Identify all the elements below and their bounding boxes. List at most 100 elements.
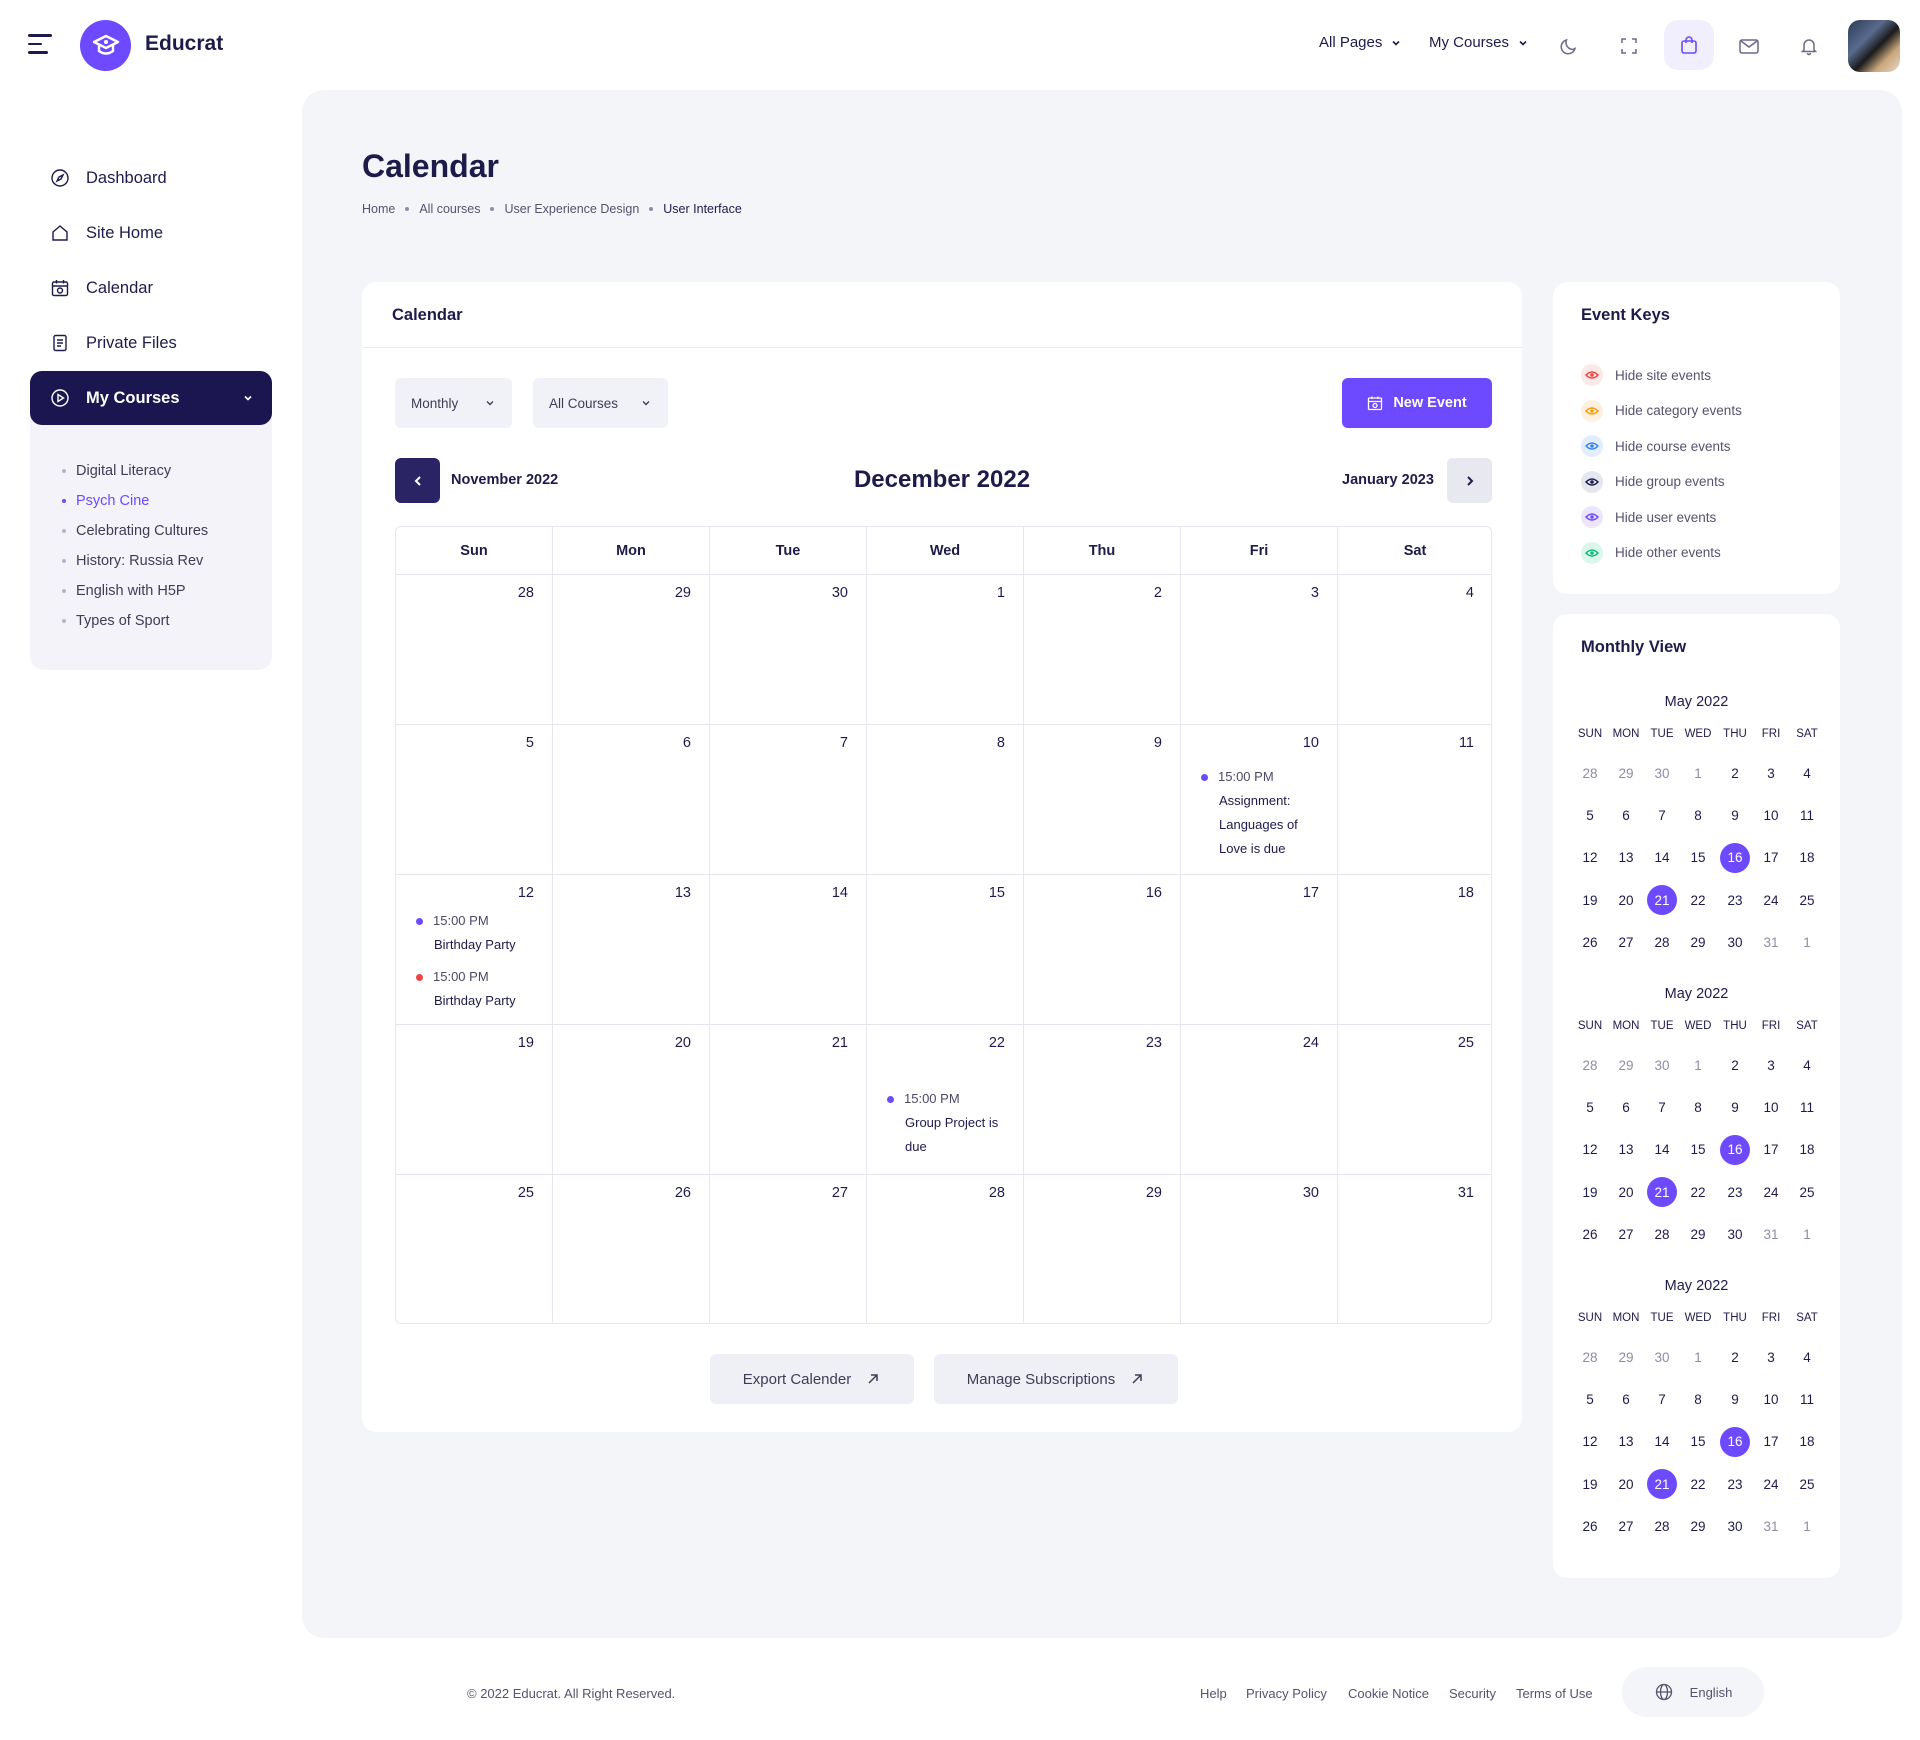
mini-day[interactable]: 1 xyxy=(1803,1519,1811,1535)
event-key-toggle[interactable]: Hide category events xyxy=(1581,399,1742,422)
mini-day[interactable]: 22 xyxy=(1690,1184,1706,1200)
mini-day[interactable]: 10 xyxy=(1763,1391,1779,1407)
day-cell[interactable]: 19 xyxy=(396,1025,553,1175)
mini-day[interactable]: 20 xyxy=(1618,1476,1634,1492)
mini-day[interactable]: 3 xyxy=(1767,765,1775,781)
mini-day[interactable]: 13 xyxy=(1618,1142,1634,1158)
mini-day[interactable]: 5 xyxy=(1586,1391,1594,1407)
day-cell[interactable]: 29 xyxy=(1024,1175,1181,1323)
sidebar-item-site-home[interactable]: Site Home xyxy=(30,206,272,260)
footer-link-help[interactable]: Help xyxy=(1200,1686,1227,1701)
day-cell[interactable]: 22 15:00 PM Group Project is due xyxy=(867,1025,1024,1175)
footer-link-terms[interactable]: Terms of Use xyxy=(1516,1686,1593,1701)
mini-day[interactable]: 8 xyxy=(1694,1391,1702,1407)
mini-day[interactable]: 15 xyxy=(1690,1434,1706,1450)
mini-day[interactable]: 16 xyxy=(1720,1134,1750,1165)
mini-day[interactable]: 29 xyxy=(1618,765,1634,781)
sidebar-course-psych-cine[interactable]: Psych Cine xyxy=(62,493,149,509)
mini-day[interactable]: 28 xyxy=(1582,765,1598,781)
mini-day[interactable]: 14 xyxy=(1654,1142,1670,1158)
day-cell[interactable]: 17 xyxy=(1181,875,1338,1025)
mini-day[interactable]: 17 xyxy=(1763,850,1779,866)
day-cell[interactable]: 12 15:00 PM Birthday Party 15:00 PM Birthday… xyxy=(396,875,553,1025)
mini-day[interactable]: 1 xyxy=(1694,765,1702,781)
mini-day[interactable]: 18 xyxy=(1799,850,1815,866)
mini-day[interactable]: 24 xyxy=(1763,892,1779,908)
language-selector[interactable]: English xyxy=(1622,1667,1764,1717)
day-cell[interactable]: 9 xyxy=(1024,725,1181,875)
day-cell[interactable]: 13 xyxy=(553,875,710,1025)
mini-day[interactable]: 12 xyxy=(1582,1142,1598,1158)
mini-day[interactable]: 31 xyxy=(1763,1519,1779,1535)
mini-day[interactable]: 2 xyxy=(1731,765,1739,781)
mini-day[interactable]: 12 xyxy=(1582,850,1598,866)
mini-day[interactable]: 19 xyxy=(1582,892,1598,908)
sidebar-course-types-of-sport[interactable]: Types of Sport xyxy=(62,613,170,629)
day-cell[interactable]: 23 xyxy=(1024,1025,1181,1175)
event-key-toggle[interactable]: Hide site events xyxy=(1581,364,1711,386)
mini-day[interactable]: 20 xyxy=(1618,1184,1634,1200)
mini-day[interactable]: 19 xyxy=(1582,1476,1598,1492)
mini-day[interactable]: 3 xyxy=(1767,1057,1775,1073)
sidebar-course-english-h5p[interactable]: English with H5P xyxy=(62,583,186,599)
manage-subscriptions-button[interactable]: Manage Subscriptions xyxy=(934,1354,1178,1404)
day-cell[interactable]: 10 15:00 PM Assignment: Languages of Love … xyxy=(1181,725,1338,875)
mini-day[interactable]: 25 xyxy=(1799,892,1815,908)
day-cell[interactable]: 11 xyxy=(1338,725,1491,875)
nav-my-courses[interactable]: My Courses xyxy=(1429,34,1529,51)
mini-day[interactable]: 24 xyxy=(1763,1476,1779,1492)
day-cell[interactable]: 6 xyxy=(553,725,710,875)
next-month-label[interactable]: January 2023 xyxy=(1342,472,1434,488)
mini-day[interactable]: 16 xyxy=(1720,1426,1750,1457)
day-cell[interactable]: 16 xyxy=(1024,875,1181,1025)
mini-day[interactable]: 21 xyxy=(1647,1177,1677,1208)
sidebar-item-private-files[interactable]: Private Files xyxy=(30,316,272,370)
mini-day[interactable]: 1 xyxy=(1694,1349,1702,1365)
mini-day[interactable]: 4 xyxy=(1803,765,1811,781)
mini-day[interactable]: 21 xyxy=(1647,885,1677,916)
sidebar-course-celebrating-cultures[interactable]: Celebrating Cultures xyxy=(62,523,208,539)
day-cell[interactable]: 1 xyxy=(867,575,1024,725)
mini-day[interactable]: 23 xyxy=(1727,892,1743,908)
mini-day[interactable]: 1 xyxy=(1803,935,1811,951)
day-cell[interactable]: 14 xyxy=(710,875,867,1025)
mini-day[interactable]: 15 xyxy=(1690,1142,1706,1158)
day-cell[interactable]: 28 xyxy=(396,575,553,725)
mini-day[interactable]: 10 xyxy=(1763,807,1779,823)
bell-icon[interactable] xyxy=(1791,28,1827,64)
educrat-logo[interactable] xyxy=(80,20,131,71)
mini-day[interactable]: 20 xyxy=(1618,892,1634,908)
event-key-toggle[interactable]: Hide group events xyxy=(1581,470,1725,493)
breadcrumb-all-courses[interactable]: All courses xyxy=(419,202,481,216)
day-cell[interactable]: 25 xyxy=(1338,1025,1491,1175)
mini-day[interactable]: 14 xyxy=(1654,850,1670,866)
export-calendar-button[interactable]: Export Calender xyxy=(710,1354,914,1404)
mini-day[interactable]: 1 xyxy=(1803,1227,1811,1243)
mini-day[interactable]: 1 xyxy=(1694,1057,1702,1073)
mini-day[interactable]: 29 xyxy=(1690,1519,1706,1535)
avatar[interactable] xyxy=(1848,20,1900,72)
mini-day[interactable]: 31 xyxy=(1763,1227,1779,1243)
mini-day[interactable]: 17 xyxy=(1763,1142,1779,1158)
mini-day[interactable]: 6 xyxy=(1622,807,1630,823)
mini-day[interactable]: 4 xyxy=(1803,1057,1811,1073)
mini-day[interactable]: 28 xyxy=(1654,935,1670,951)
day-cell[interactable]: 28 xyxy=(867,1175,1024,1323)
mini-day[interactable]: 30 xyxy=(1727,935,1743,951)
mini-day[interactable]: 4 xyxy=(1803,1349,1811,1365)
mini-day[interactable]: 28 xyxy=(1582,1057,1598,1073)
mini-day[interactable]: 25 xyxy=(1799,1184,1815,1200)
mini-day[interactable]: 7 xyxy=(1658,1391,1666,1407)
mini-day[interactable]: 9 xyxy=(1731,1099,1739,1115)
day-cell[interactable]: 21 xyxy=(710,1025,867,1175)
day-cell[interactable]: 25 xyxy=(396,1175,553,1323)
event-key-toggle[interactable]: Hide other events xyxy=(1581,541,1721,564)
mini-day[interactable]: 23 xyxy=(1727,1184,1743,1200)
mini-day[interactable]: 31 xyxy=(1763,935,1779,951)
sidebar-item-calendar[interactable]: Calendar xyxy=(30,261,272,315)
mini-day[interactable]: 29 xyxy=(1690,1227,1706,1243)
sidebar-item-my-courses[interactable]: My Courses xyxy=(30,371,272,425)
mini-day[interactable]: 27 xyxy=(1618,935,1634,951)
mini-day[interactable]: 29 xyxy=(1690,935,1706,951)
day-cell[interactable]: 3 xyxy=(1181,575,1338,725)
